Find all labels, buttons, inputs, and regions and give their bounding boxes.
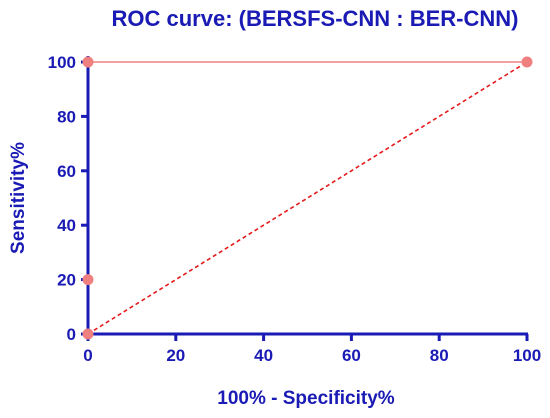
plot-area: 0 20 40 60 80 100 0 20 40 60 80 100 [48,53,542,365]
chart-title: ROC curve: (BERSFS-CNN : BER-CNN) [111,6,518,31]
y-tick-label-0: 0 [67,325,76,344]
data-point-0-3 [521,56,533,68]
x-tick-label-60: 60 [342,346,361,365]
series-line-1 [87,61,528,335]
data-point-0-2 [82,56,94,68]
x-tick-label-40: 40 [254,346,273,365]
x-tick-label-80: 80 [430,346,449,365]
y-tick-label-100: 100 [48,53,76,72]
x-axis-label: 100% - Specificity% [217,388,395,409]
y-tick-label-40: 40 [57,216,76,235]
x-tick-label-20: 20 [166,346,185,365]
y-tick-label-80: 80 [57,107,76,126]
data-point-0-0 [82,328,94,340]
y-axis-label: Sensitivity% [8,142,29,254]
y-tick-label-60: 60 [57,162,76,181]
data-point-0-1 [82,274,94,286]
x-tick-label-0: 0 [83,346,92,365]
x-tick-label-100: 100 [513,346,541,365]
y-tick-label-20: 20 [57,271,76,290]
